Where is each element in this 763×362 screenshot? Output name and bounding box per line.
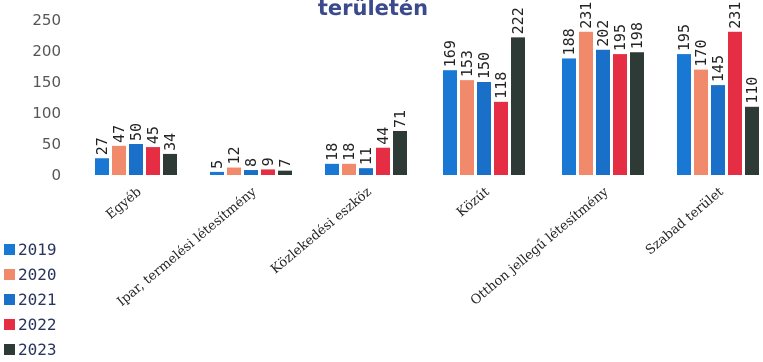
x-tick-label: Otthon jellegű létesítmény — [468, 184, 612, 308]
bar-2021-0 — [129, 144, 143, 175]
legend: 2019 2020 2021 2022 2023 — [4, 237, 57, 362]
bar-2023-0 — [163, 153, 177, 175]
data-label: 7 — [276, 159, 294, 168]
y-tick-label: 200 — [32, 42, 61, 60]
bar-2019-0 — [95, 158, 109, 175]
data-label: 222 — [509, 7, 527, 34]
data-label: 195 — [611, 24, 629, 51]
legend-swatch — [4, 319, 15, 330]
bar-2019-4 — [562, 58, 576, 175]
data-label: 231 — [726, 2, 744, 29]
data-label: 170 — [692, 40, 710, 67]
bar-2022-2 — [376, 147, 390, 175]
bar-2021-2 — [359, 168, 373, 175]
bar-2022-4 — [613, 54, 627, 175]
legend-swatch — [4, 244, 15, 255]
data-label: 231 — [577, 2, 595, 29]
data-label: 47 — [110, 125, 128, 143]
bar-2020-3 — [460, 80, 474, 175]
data-label: 153 — [458, 50, 476, 77]
legend-label: 2019 — [18, 240, 57, 259]
legend-item-2021: 2021 — [4, 287, 57, 312]
bar-2020-5 — [694, 69, 708, 175]
legend-label: 2022 — [18, 315, 57, 334]
legend-swatch — [4, 294, 15, 305]
bar-2023-1 — [278, 170, 292, 175]
bar-2021-4 — [596, 49, 610, 176]
legend-item-2019: 2019 — [4, 237, 57, 262]
x-tick-label: Egyéb — [103, 185, 144, 223]
data-label: 45 — [144, 126, 162, 144]
legend-swatch — [4, 344, 15, 355]
data-label: 198 — [628, 22, 646, 49]
x-tick-label: Ipar, termelési létesítmény — [114, 184, 260, 310]
data-label: 188 — [560, 28, 578, 55]
bar-2023-2 — [393, 130, 407, 175]
legend-item-2023: 2023 — [4, 337, 57, 362]
y-tick-label: 150 — [32, 73, 61, 91]
legend-item-2022: 2022 — [4, 312, 57, 337]
bar-2022-1 — [261, 169, 275, 175]
x-tick-label: Közlekedési eszköz — [268, 184, 374, 277]
y-tick-label: 100 — [32, 104, 61, 122]
bar-2023-5 — [745, 106, 759, 175]
data-label: 27 — [93, 137, 111, 155]
bar-2020-2 — [342, 163, 356, 175]
bar-2019-5 — [677, 54, 691, 175]
data-label: 50 — [127, 123, 145, 141]
data-label: 12 — [225, 146, 243, 164]
data-label: 110 — [743, 77, 761, 104]
bar-2023-4 — [630, 52, 644, 175]
bar-2020-0 — [112, 145, 126, 175]
data-label: 8 — [242, 158, 260, 167]
bar-2020-4 — [579, 31, 593, 176]
x-tick-label: Közút — [454, 184, 493, 220]
data-label: 169 — [441, 40, 459, 67]
legend-swatch — [4, 269, 15, 280]
chart-title: területén — [318, 0, 428, 20]
legend-label: 2023 — [18, 340, 57, 359]
y-axis: 0 50 100 150 200 250 — [32, 11, 61, 184]
legend-label: 2021 — [18, 290, 57, 309]
y-tick-label: 50 — [42, 135, 61, 153]
data-label: 9 — [259, 157, 277, 166]
data-label: 202 — [594, 20, 612, 47]
bar-2022-5 — [728, 31, 742, 176]
data-label: 118 — [492, 72, 510, 99]
data-label: 150 — [475, 52, 493, 79]
bar-2020-1 — [227, 167, 241, 175]
bar-2021-5 — [711, 85, 725, 175]
bar-2022-3 — [494, 101, 508, 175]
y-tick-label: 0 — [51, 166, 61, 184]
data-label: 5 — [208, 160, 226, 169]
data-label: 34 — [161, 133, 179, 151]
data-label: 195 — [675, 24, 693, 51]
data-label: 18 — [340, 143, 358, 161]
legend-item-2020: 2020 — [4, 262, 57, 287]
data-label: 44 — [374, 127, 392, 145]
data-label: 145 — [709, 55, 727, 82]
bar-2022-0 — [146, 147, 160, 175]
bar-2023-3 — [511, 37, 525, 175]
legend-label: 2020 — [18, 265, 57, 284]
bar-2019-1 — [210, 171, 224, 175]
data-label: 71 — [391, 110, 409, 128]
bar-2019-2 — [325, 163, 339, 175]
data-label: 18 — [323, 143, 341, 161]
y-tick-label: 250 — [32, 11, 61, 29]
bar-2021-1 — [244, 170, 258, 175]
data-label: 11 — [357, 147, 375, 165]
x-tick-label: Szabad terület — [643, 184, 727, 258]
bar-2021-3 — [477, 82, 491, 175]
bar-2019-3 — [443, 70, 457, 175]
